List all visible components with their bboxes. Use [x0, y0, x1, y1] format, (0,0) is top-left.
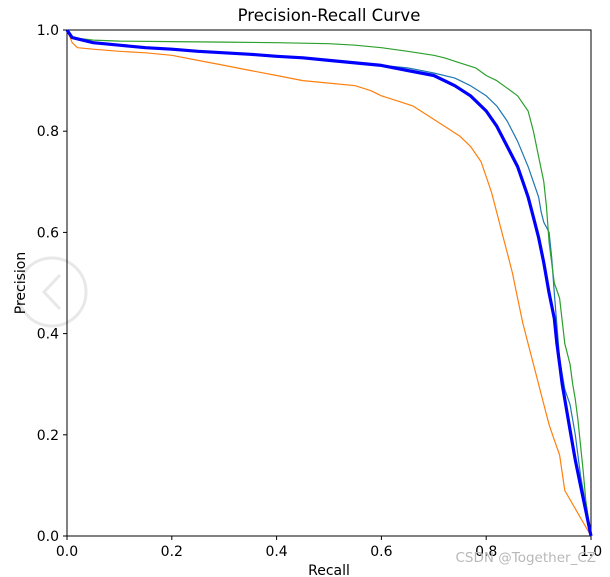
y-tick-label: 0.4: [37, 327, 59, 343]
series-line-3: [66, 29, 592, 537]
x-tick-label: 0.6: [370, 544, 392, 560]
x-axis: 0.0 0.2 0.4 0.6 0.8 1.0: [56, 544, 602, 560]
y-tick-label: 0.0: [37, 529, 59, 545]
y-tick-label: 0.8: [37, 124, 59, 140]
series-line-2: [66, 29, 592, 537]
plot-area: [66, 29, 592, 537]
y-tick-label: 0.6: [37, 225, 59, 241]
tick-marks: [63, 29, 592, 540]
x-axis-title: Recall: [308, 563, 350, 577]
watermark-text: CSDN @Together_CZ: [456, 550, 597, 566]
series-line-4: [65, 29, 593, 537]
nav-back-icon: [16, 256, 88, 328]
x-tick-label: 0.4: [265, 544, 287, 560]
x-tick-label: 0.2: [161, 544, 183, 560]
series-line-1: [66, 29, 592, 537]
x-tick-label: 0.0: [56, 544, 78, 560]
series-layer: [65, 29, 593, 537]
chart-title: Precision-Recall Curve: [238, 6, 421, 25]
y-tick-label: 1.0: [37, 23, 59, 39]
x-tick-label: 0.8: [475, 544, 497, 560]
y-axis: 0.0 0.2 0.4 0.6 0.8 1.0: [37, 23, 59, 545]
x-tick-label: 1.0: [580, 544, 602, 560]
y-tick-label: 0.2: [37, 428, 59, 444]
y-axis-title: Precision: [13, 252, 29, 314]
